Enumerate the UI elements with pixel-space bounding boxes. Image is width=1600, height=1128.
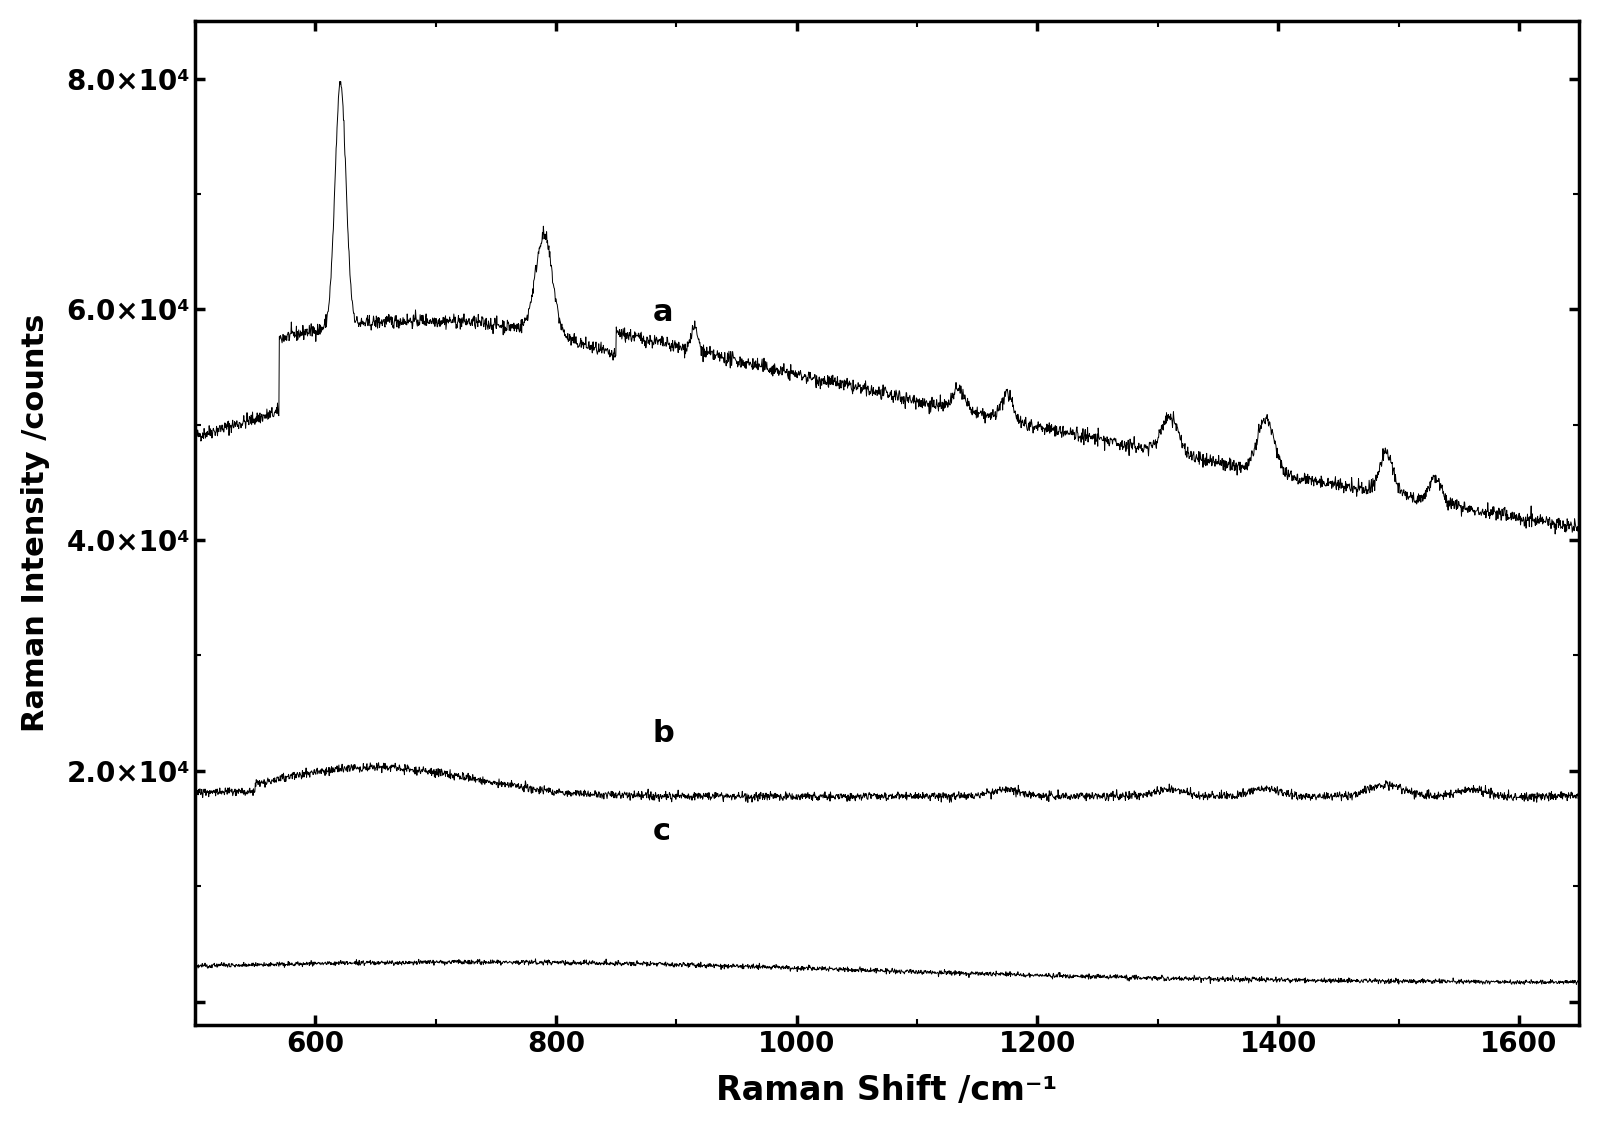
Y-axis label: Raman Intensity /counts: Raman Intensity /counts bbox=[21, 314, 50, 732]
X-axis label: Raman Shift /cm⁻¹: Raman Shift /cm⁻¹ bbox=[717, 1074, 1058, 1108]
Text: a: a bbox=[653, 298, 672, 327]
Text: b: b bbox=[653, 719, 674, 748]
Text: c: c bbox=[653, 817, 670, 846]
